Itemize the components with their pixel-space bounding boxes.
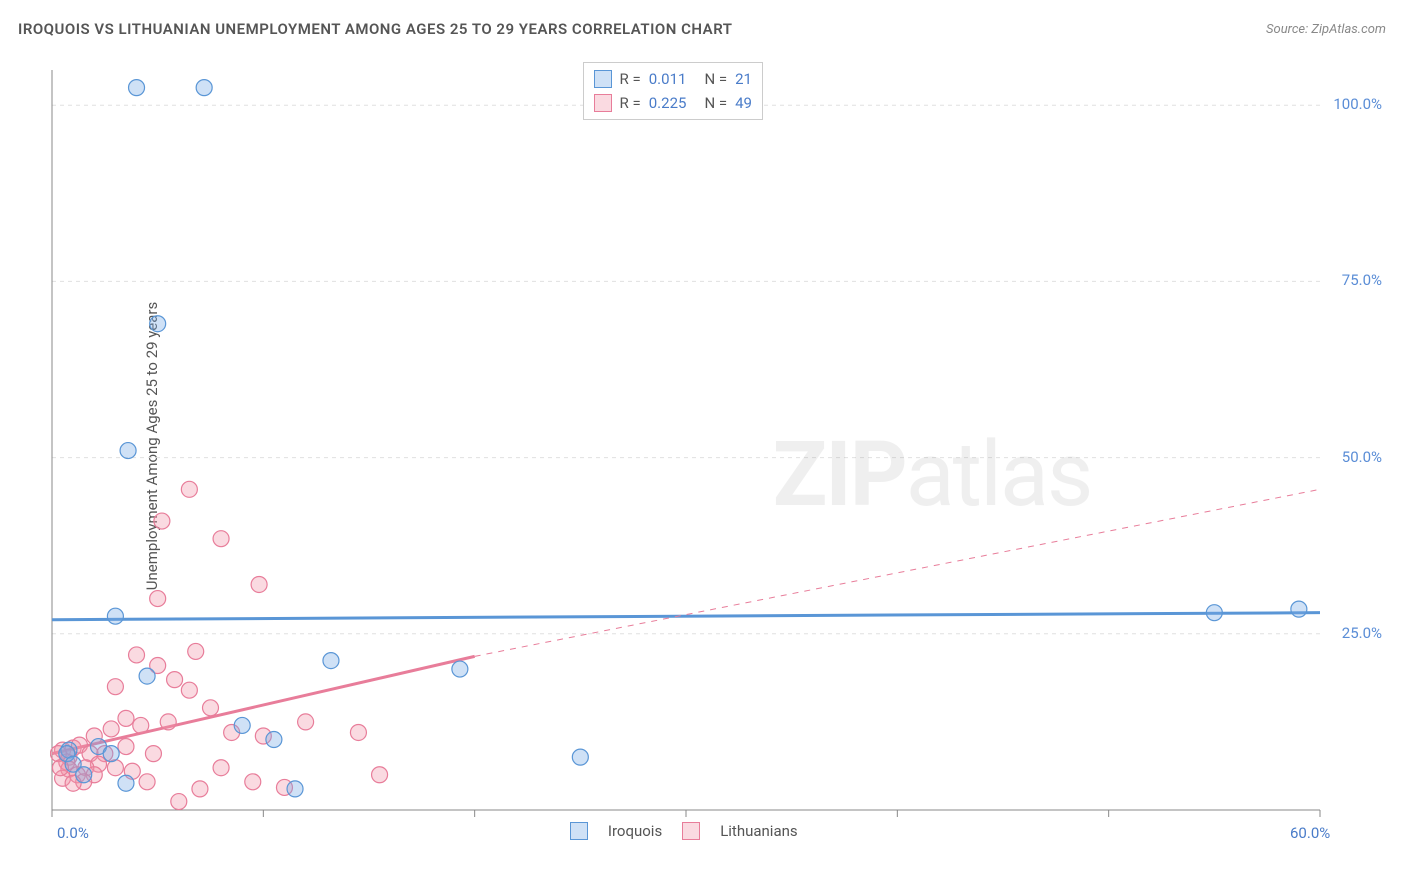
r-value-blue: 0.011 — [649, 67, 687, 91]
legend-row-blue: R = 0.011 N = 21 — [594, 67, 752, 91]
y-tick-label: 50.0% — [1322, 448, 1382, 466]
legend-label-pink: Lithuanians — [720, 822, 797, 840]
source-attribution: Source: ZipAtlas.com — [1266, 22, 1386, 37]
swatch-blue-bottom — [570, 822, 588, 840]
legend-series-box: Iroquois Lithuanians — [570, 822, 798, 840]
swatch-pink-bottom — [682, 822, 700, 840]
n-value-pink: 49 — [735, 91, 752, 115]
n-label-blue: N = — [704, 67, 727, 91]
swatch-pink — [594, 94, 612, 112]
r-value-pink: 0.225 — [649, 91, 687, 115]
x-tick-label: 60.0% — [1290, 824, 1330, 842]
swatch-blue — [594, 70, 612, 88]
y-tick-label: 25.0% — [1322, 624, 1382, 642]
y-tick-label: 100.0% — [1322, 95, 1382, 113]
chart-title: IROQUOIS VS LITHUANIAN UNEMPLOYMENT AMON… — [18, 20, 732, 38]
r-label-blue: R = — [620, 67, 641, 91]
y-tick-label: 75.0% — [1322, 271, 1382, 289]
legend-stats-box: R = 0.011 N = 21 R = 0.225 N = 49 — [583, 62, 763, 120]
n-label-pink: N = — [704, 91, 727, 115]
n-value-blue: 21 — [735, 67, 752, 91]
legend-row-pink: R = 0.225 N = 49 — [594, 91, 752, 115]
x-tick-label: 0.0% — [57, 824, 89, 842]
correlation-chart: IROQUOIS VS LITHUANIAN UNEMPLOYMENT AMON… — [0, 0, 1406, 892]
chart-plot-area — [50, 60, 1380, 830]
r-label-pink: R = — [620, 91, 641, 115]
legend-label-blue: Iroquois — [608, 822, 662, 840]
